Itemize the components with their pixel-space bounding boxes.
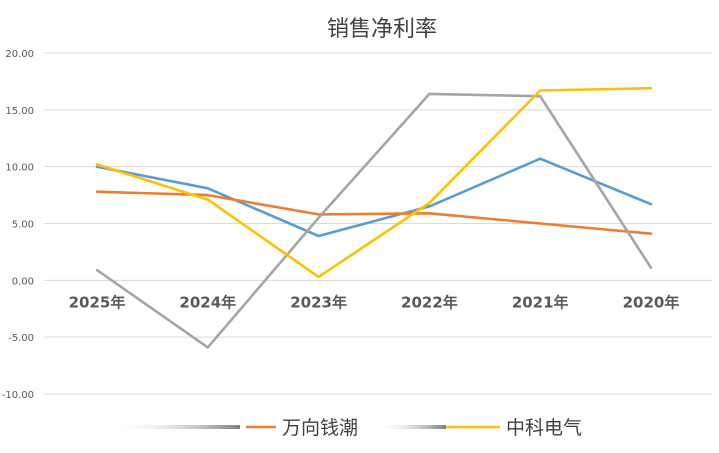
legend: 万向钱潮 中科电气	[112, 417, 582, 439]
x-tick-label: 2022年	[401, 293, 458, 311]
y-tick-label: 10.00	[5, 163, 34, 174]
series-line-1	[95, 157, 653, 238]
y-tick-label: 0.00	[12, 276, 34, 287]
x-tick-label: 2024年	[179, 293, 236, 311]
legend-swatch-faded	[112, 425, 240, 429]
x-tick-label: 2023年	[290, 293, 347, 311]
y-tick-label: 5.00	[12, 220, 34, 231]
legend-swatch-faded	[374, 425, 446, 429]
y-tick-label: 20.00	[5, 49, 34, 60]
series-line-2	[95, 190, 653, 235]
x-tick-label: 2020年	[623, 293, 680, 311]
y-tick-label: -5.00	[8, 333, 34, 344]
series-line-3	[95, 92, 653, 349]
legend-label: 中科电气	[506, 417, 582, 439]
x-tick-label: 2025年	[69, 293, 126, 311]
legend-label: 万向钱潮	[282, 417, 358, 439]
chart-title: 销售净利率	[327, 17, 437, 42]
x-tick-label: 2021年	[512, 293, 569, 311]
y-tick-label: 15.00	[5, 106, 34, 117]
series-line-4	[95, 86, 653, 279]
y-tick-label: -10.00	[2, 390, 34, 401]
